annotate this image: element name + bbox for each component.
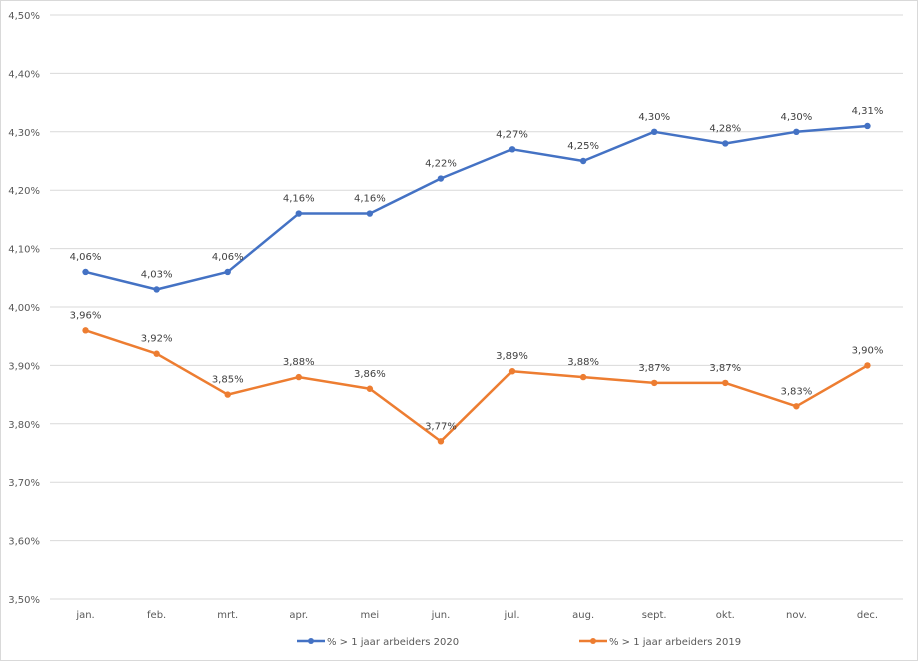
- legend-label-1: % > 1 jaar arbeiders 2019: [609, 637, 741, 648]
- data-point: [722, 140, 729, 147]
- data-label: 4,30%: [638, 112, 670, 123]
- y-tick-label: 3,90%: [8, 361, 40, 372]
- data-point: [295, 373, 302, 381]
- data-label: 4,22%: [425, 159, 457, 170]
- y-tick-label: 4,10%: [8, 245, 40, 256]
- x-tick-label: mrt.: [217, 610, 238, 621]
- data-label: 3,83%: [780, 386, 812, 397]
- data-point: [864, 362, 871, 369]
- data-label: 4,16%: [354, 194, 386, 205]
- data-label: 3,96%: [70, 310, 102, 321]
- x-tick-label: feb.: [147, 610, 166, 621]
- data-point: [722, 379, 729, 387]
- data-point: [508, 368, 516, 375]
- x-tick-label: dec.: [857, 610, 878, 621]
- data-point: [82, 327, 89, 334]
- gridlines: [50, 14, 903, 600]
- x-tick-label: jan.: [75, 610, 94, 621]
- x-tick-label: apr.: [289, 610, 308, 621]
- legend: % > 1 jaar arbeiders 2020 % > 1 jaar arbe…: [297, 637, 741, 648]
- y-axis: 3,50% 3,60% 3,70% 3,80% 3,90% 4,00% 4,10% 4,20%…: [8, 11, 40, 606]
- x-tick-label: sept.: [642, 610, 667, 621]
- data-point: [793, 128, 800, 135]
- data-label: 3,92%: [141, 334, 173, 345]
- y-tick-label: 4,30%: [8, 128, 40, 139]
- data-point: [508, 146, 516, 153]
- data-point: [437, 175, 445, 182]
- data-point: [295, 210, 302, 217]
- data-label: 3,86%: [354, 369, 386, 380]
- data-point: [224, 391, 231, 398]
- data-label: 4,31%: [852, 106, 884, 117]
- data-point: [224, 268, 231, 276]
- x-tick-label: jul.: [504, 610, 520, 621]
- data-point: [864, 122, 871, 130]
- data-point: [366, 385, 374, 392]
- y-tick-label: 4,50%: [8, 11, 40, 22]
- data-label: 3,89%: [496, 351, 528, 362]
- legend-marker-0: [308, 638, 314, 644]
- data-label: 3,87%: [638, 363, 670, 374]
- x-tick-label: okt.: [716, 610, 735, 621]
- y-tick-label: 3,80%: [8, 420, 40, 431]
- data-label: 3,87%: [709, 363, 741, 374]
- data-label: 4,06%: [70, 252, 102, 263]
- x-tick-label: mei: [361, 610, 380, 621]
- x-tick-label: jun.: [431, 610, 451, 621]
- data-label: 4,06%: [212, 252, 244, 263]
- data-label: 3,90%: [852, 345, 884, 356]
- data-label: 4,16%: [283, 194, 315, 205]
- data-label: 4,27%: [496, 129, 528, 140]
- series-line-1: [85, 329, 869, 443]
- y-tick-label: 3,60%: [8, 537, 40, 548]
- series: 4,06% 4,03% 4,06% 4,16% 4,16% 4,22% 4,27% 4,25%…: [70, 106, 884, 445]
- y-tick-label: 3,50%: [8, 595, 40, 606]
- data-point: [579, 373, 587, 381]
- data-label: 3,88%: [283, 357, 315, 368]
- data-point: [437, 438, 445, 445]
- data-label: 4,25%: [567, 141, 599, 152]
- data-label: 4,28%: [709, 123, 741, 134]
- data-point: [366, 210, 374, 217]
- data-label: 3,88%: [567, 357, 599, 368]
- data-point: [153, 286, 160, 293]
- x-axis: jan. feb. mrt. apr. mei jun. jul. aug. sept. okt.…: [75, 610, 878, 621]
- data-label: 3,85%: [212, 375, 244, 386]
- x-tick-label: nov.: [786, 610, 807, 621]
- y-tick-label: 4,00%: [8, 303, 40, 314]
- data-point: [579, 157, 587, 165]
- y-tick-label: 3,70%: [8, 478, 40, 489]
- data-label: 3,77%: [425, 421, 457, 432]
- data-label: 4,30%: [780, 112, 812, 123]
- data-point: [651, 379, 658, 387]
- y-tick-label: 4,20%: [8, 186, 40, 197]
- series-line-0: [85, 124, 868, 291]
- data-point: [153, 350, 160, 357]
- data-point: [82, 268, 89, 276]
- x-tick-label: aug.: [572, 610, 594, 621]
- legend-label-0: % > 1 jaar arbeiders 2020: [327, 637, 459, 648]
- data-point: [651, 128, 658, 135]
- data-point: [793, 403, 800, 410]
- y-tick-label: 4,40%: [8, 69, 40, 80]
- legend-marker-1: [590, 638, 596, 644]
- data-label: 4,03%: [141, 269, 173, 280]
